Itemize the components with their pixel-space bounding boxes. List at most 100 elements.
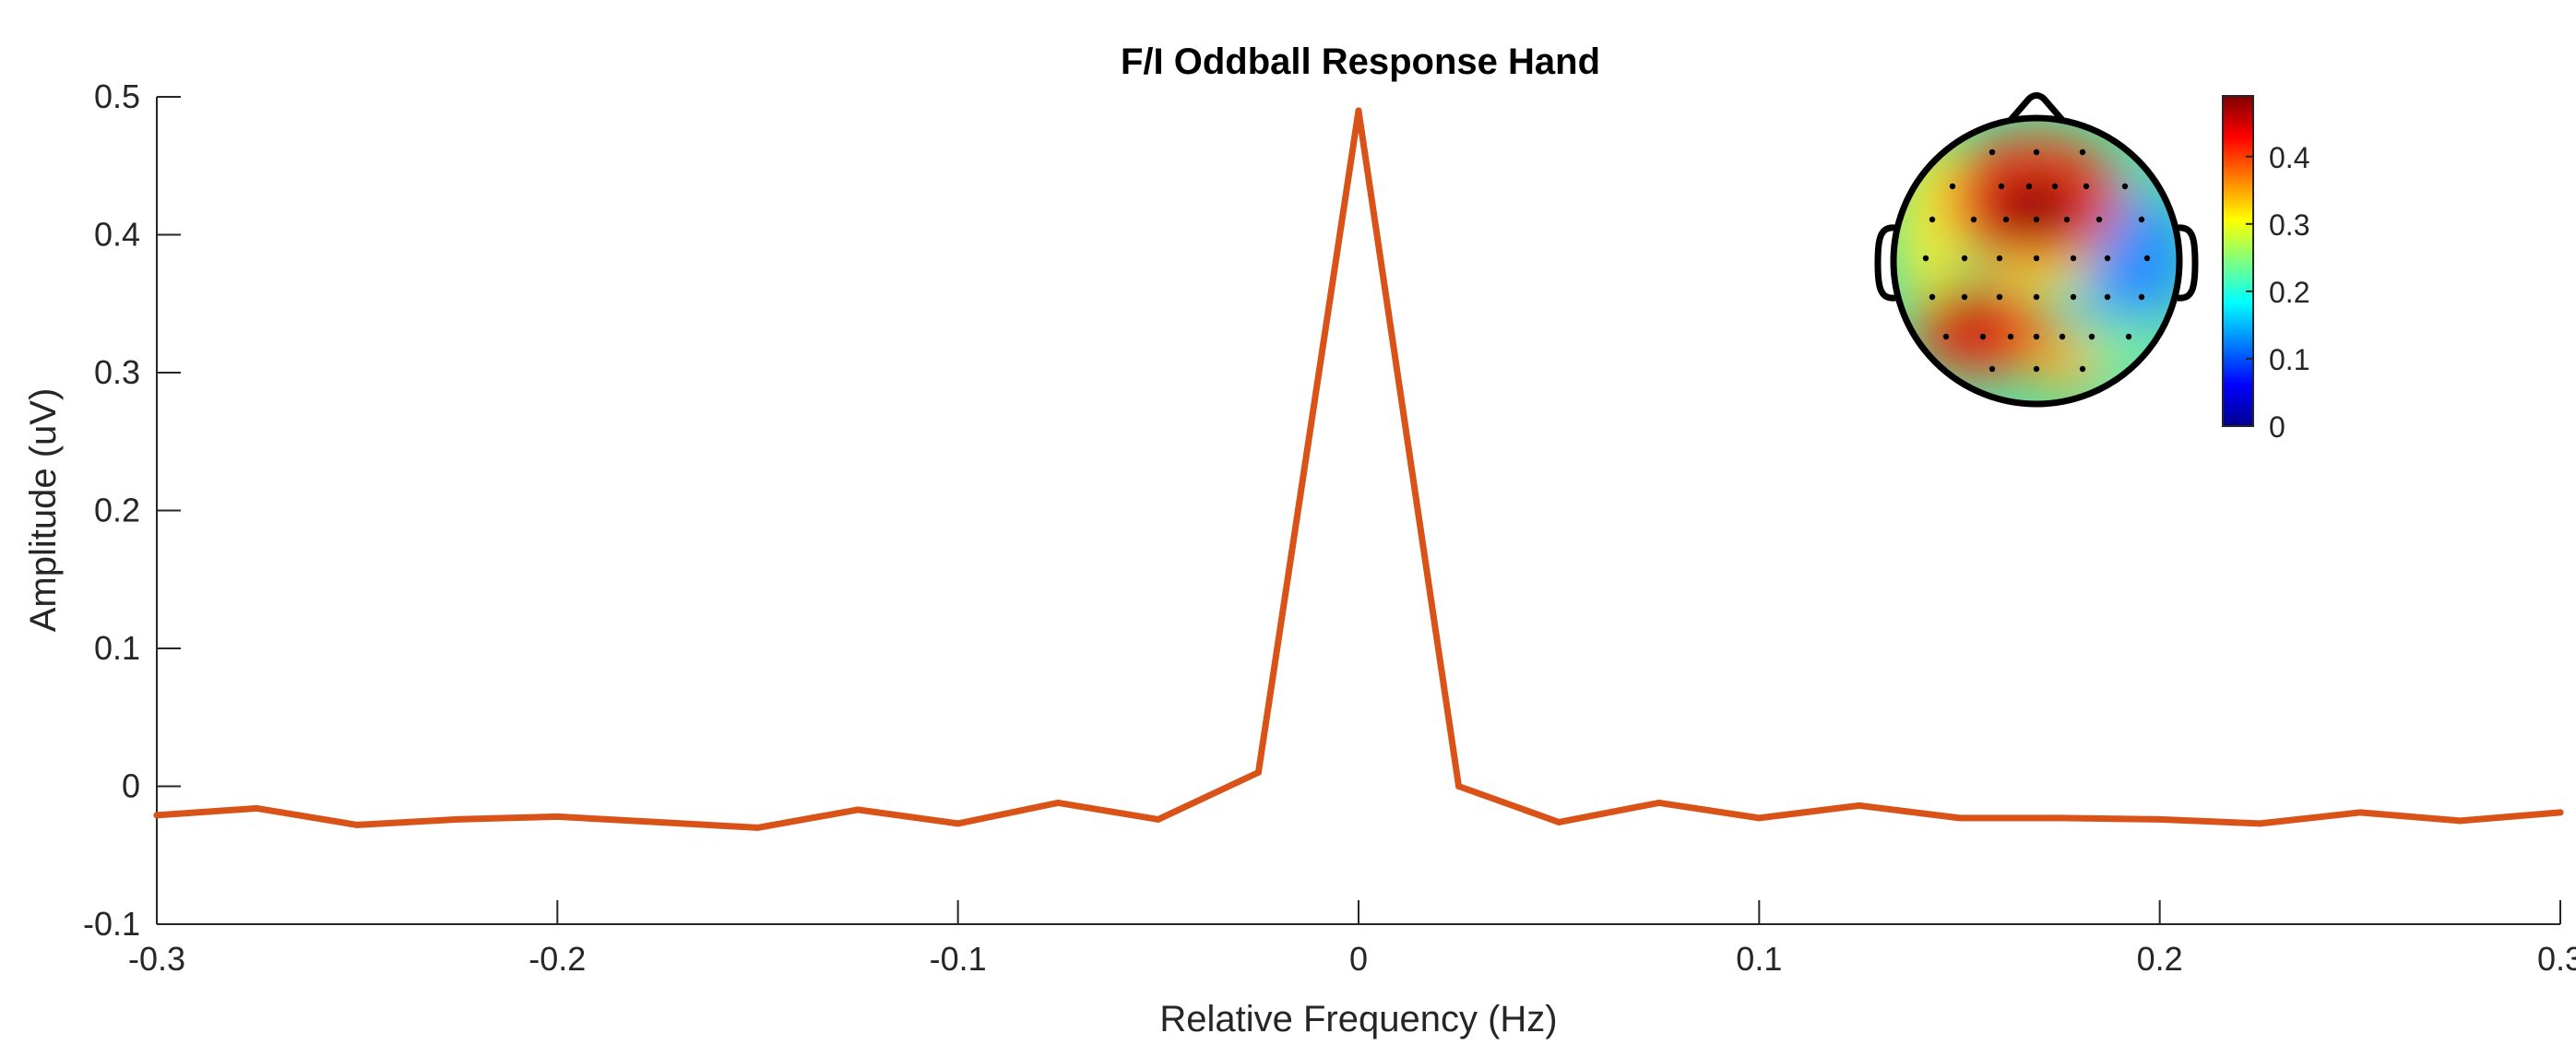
data-point [454, 815, 461, 823]
x-tick-label: -0.1 [930, 940, 987, 978]
data-point [854, 806, 861, 813]
electrode-dot [1998, 183, 2005, 190]
colorbar [2222, 95, 2254, 427]
right-ear-icon [2177, 224, 2199, 302]
electrode-dot [1996, 255, 2003, 262]
data-point [153, 812, 160, 819]
x-tick-label: 0.2 [2137, 940, 2183, 978]
x-tick-label: -0.2 [528, 940, 586, 978]
data-point [1555, 818, 1562, 825]
y-tick-label: -0.1 [83, 905, 140, 943]
electrode-dot [2104, 293, 2111, 301]
electrode-dot [2088, 333, 2095, 340]
electrode-dot [2143, 255, 2151, 262]
electrode-dot [1961, 293, 1968, 301]
data-point [1254, 769, 1262, 777]
y-tick-label: 0 [122, 767, 140, 805]
chart-title: F/I Oddball Response Hand [1121, 42, 1600, 82]
scalp-map [1893, 118, 2179, 404]
electrode-dot [1929, 216, 1936, 223]
data-point [353, 821, 361, 828]
data-point [1656, 799, 1663, 806]
data-point [254, 804, 261, 812]
electrodes [1922, 148, 2151, 373]
colorbar-tick-label: 0 [2269, 410, 2285, 444]
data-point [2056, 814, 2063, 822]
electrode-dot [2138, 293, 2145, 301]
colorbar-tick-label: 0.3 [2269, 208, 2309, 242]
electrode-dot [2083, 183, 2090, 190]
electrode-dot [2079, 148, 2086, 156]
data-point [654, 818, 661, 825]
electrode-dot [1922, 255, 1929, 262]
colorbar-tick-label: 0.1 [2269, 343, 2309, 376]
electrode-dot [2070, 293, 2077, 301]
y-tick-label: 0.4 [94, 216, 140, 254]
data-point [1455, 783, 1463, 790]
data-point [2456, 817, 2463, 825]
electrode-dot [1929, 293, 1936, 301]
electrode-dot [1988, 148, 1996, 156]
x-tick-label: 0.3 [2537, 940, 2576, 978]
series-points [153, 107, 2564, 831]
electrode-dot [2033, 365, 2040, 373]
colorbar-ticks: 0 0.1 0.2 0.3 0.4 [2246, 141, 2309, 444]
data-point [1856, 802, 1863, 809]
y-ticks: -0.1 0 0.1 0.2 0.3 0.4 0.5 [83, 77, 181, 943]
electrode-dot [2033, 255, 2040, 262]
y-tick-label: 0.3 [94, 353, 140, 391]
y-axis-label: Amplitude (uV) [23, 388, 64, 633]
colorbar-tick-label: 0.4 [2269, 141, 2309, 174]
series-line [153, 107, 2564, 831]
colorbar-tick-label: 0.2 [2269, 276, 2309, 309]
data-point [1956, 814, 1963, 822]
data-point [553, 813, 561, 820]
data-point [955, 820, 962, 827]
electrode-dot [1949, 183, 1956, 190]
electrode-dot [2033, 333, 2040, 340]
electrode-dot [1979, 333, 1987, 340]
data-point [2156, 815, 2164, 823]
electrode-dot [1942, 333, 1950, 340]
data-point [2256, 820, 2263, 827]
electrode-dot [1988, 365, 1996, 373]
electrode-dot [2125, 333, 2132, 340]
electrode-dot [2121, 183, 2129, 190]
data-point [1155, 815, 1162, 823]
y-tick-label: 0.2 [94, 492, 140, 529]
electrode-dot [2033, 148, 2040, 156]
electrode-dot [1996, 293, 2003, 301]
electrode-dot [2002, 216, 2010, 223]
electrode-dot [1970, 216, 1977, 223]
data-point [1755, 814, 1763, 822]
electrode-dot [1961, 255, 1968, 262]
electrode-dot [2079, 365, 2086, 373]
x-axis-label: Relative Frequency (Hz) [1159, 999, 1557, 1039]
electrode-dot [2007, 333, 2014, 340]
data-point [2557, 809, 2564, 816]
electrode-dot [2070, 255, 2077, 262]
left-ear-icon [1874, 224, 1896, 302]
data-point [1054, 799, 1062, 806]
y-tick-label: 0.5 [94, 77, 140, 115]
electrode-dot [2051, 183, 2059, 190]
data-point [2356, 809, 2364, 816]
y-tick-label: 0.1 [94, 629, 140, 667]
data-point [754, 824, 761, 831]
electrode-dot [2033, 293, 2040, 301]
nose-icon [2008, 92, 2065, 123]
x-tick-label: 0.1 [1736, 940, 1782, 978]
electrode-dot [2104, 255, 2111, 262]
electrode-dot [2095, 216, 2103, 223]
x-tick-label: -0.3 [128, 940, 185, 978]
x-ticks: -0.3 -0.2 -0.1 0 0.1 0.2 0.3 [128, 900, 2576, 978]
head-outline [1890, 114, 2183, 408]
axes [156, 97, 2560, 925]
x-tick-label: 0 [1349, 940, 1368, 978]
data-point [1355, 107, 1362, 114]
electrode-dot [2063, 216, 2071, 223]
electrode-dot [2138, 216, 2145, 223]
electrode-dot [2025, 183, 2033, 190]
topography-inset: 0 0.1 0.2 0.3 0.4 [1874, 92, 2309, 444]
